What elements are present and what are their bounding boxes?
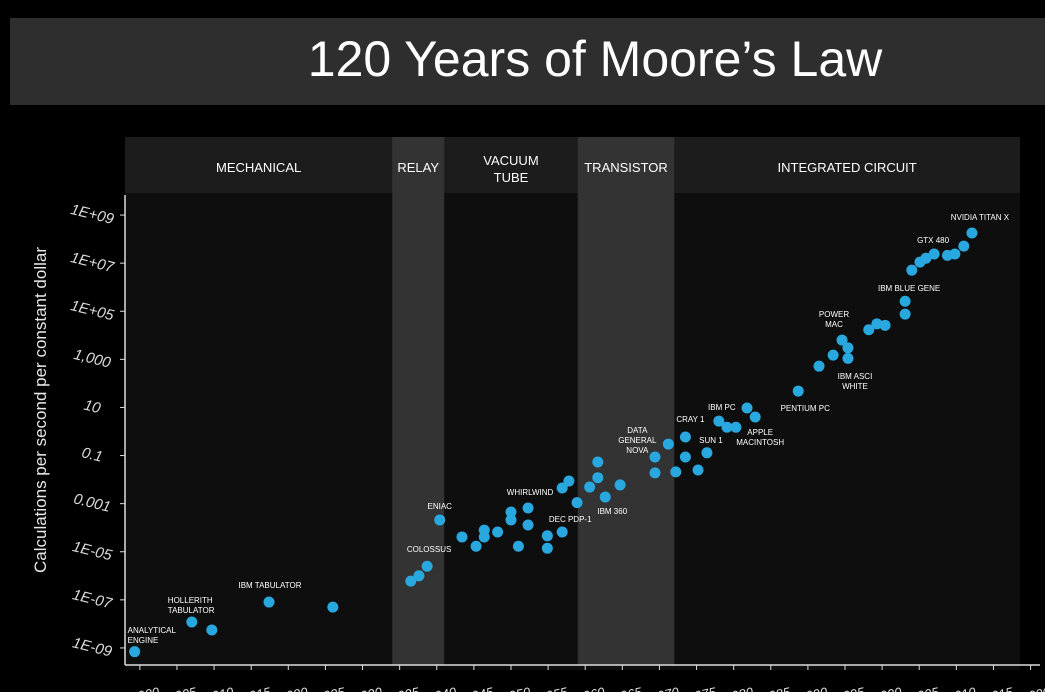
era-band (392, 137, 445, 665)
x-tick-label: 1970 (649, 684, 681, 692)
data-point (792, 385, 804, 397)
data-point (871, 318, 883, 330)
x-tick-label: 1905 (166, 684, 198, 692)
x-tick-label: 1900 (129, 684, 161, 692)
x-tick-label: 1960 (575, 684, 607, 692)
data-point (505, 506, 517, 518)
y-tick-label: 0.1 (80, 444, 104, 466)
data-point (478, 531, 490, 543)
data-point (522, 502, 534, 514)
data-point (899, 295, 911, 307)
data-point (928, 248, 940, 260)
era-header (125, 137, 1020, 193)
data-point (713, 415, 725, 427)
data-point (556, 482, 568, 494)
data-point (592, 472, 604, 484)
x-tick-label: 1980 (723, 684, 755, 692)
data-point (584, 481, 596, 493)
data-point (842, 342, 854, 354)
y-tick-label: 10 (82, 397, 103, 418)
data-point (186, 616, 198, 628)
data-point (592, 456, 604, 468)
plot-area (125, 193, 1020, 670)
data-point (599, 491, 611, 503)
data-point (413, 570, 425, 582)
data-point (899, 308, 911, 320)
data-point (949, 248, 961, 260)
data-point (749, 411, 761, 423)
x-tick-label: 1975 (686, 684, 718, 692)
data-point (456, 531, 468, 543)
era-band (577, 137, 675, 665)
data-point (692, 464, 704, 476)
data-point (701, 447, 713, 459)
data-point (505, 514, 517, 526)
x-tick-label: 1930 (352, 684, 384, 692)
data-point (522, 519, 534, 531)
marks (129, 227, 978, 658)
x-tick-label: 1940 (426, 684, 458, 692)
data-point (492, 526, 504, 538)
eras (392, 137, 675, 665)
x-tick-label: 1995 (834, 684, 866, 692)
data-point (470, 540, 482, 552)
data-point (405, 575, 417, 587)
data-point (679, 451, 691, 463)
x-tick-label: 1925 (315, 684, 347, 692)
x-tick-label: 1910 (203, 684, 235, 692)
x-tick-label: 2000 (871, 684, 904, 692)
data-point (556, 526, 568, 538)
x-tick-label: 1950 (500, 684, 532, 692)
x-tick-label: 1985 (760, 684, 792, 692)
title-band (10, 18, 1045, 105)
x-tick-label: 2005 (908, 684, 941, 692)
x-tick-label: 2015 (982, 684, 1015, 692)
data-point (958, 240, 970, 252)
y-axis-label: Calculations per second per constant dol… (31, 247, 50, 573)
data-point (920, 252, 932, 264)
data-point (842, 352, 854, 364)
data-point (421, 560, 433, 572)
x-tick-label: 1955 (537, 684, 569, 692)
data-point (541, 530, 553, 542)
data-point (670, 466, 682, 478)
data-point (679, 431, 691, 443)
data-point (662, 438, 674, 450)
data-point (827, 349, 839, 361)
data-point (649, 467, 661, 479)
x-tick-label: 1920 (278, 684, 310, 692)
data-point (434, 514, 446, 526)
data-point (966, 227, 978, 239)
data-point (614, 479, 626, 491)
data-point (206, 624, 218, 636)
data-point (906, 264, 918, 276)
x-tick-label: 2010 (945, 684, 978, 692)
x-tick-label: 1915 (241, 684, 273, 692)
data-point (649, 451, 661, 463)
data-point (129, 646, 141, 658)
data-point (741, 402, 753, 414)
x-tick-label: 1935 (389, 684, 421, 692)
data-point (541, 542, 553, 554)
x-tick-label: 1945 (463, 684, 495, 692)
x-tick-label: 1965 (612, 684, 644, 692)
data-point (721, 421, 733, 433)
x-tick-label: 2020 (1019, 684, 1045, 692)
data-point (327, 601, 339, 613)
data-point (879, 319, 891, 331)
data-point (563, 475, 575, 487)
data-point (263, 596, 275, 608)
data-point (730, 421, 742, 433)
data-point (813, 360, 825, 372)
data-point (571, 497, 583, 509)
data-point (863, 324, 875, 336)
data-point (836, 334, 848, 346)
x-tick-label: 1990 (797, 684, 829, 692)
data-point (512, 540, 524, 552)
chart-title: 120 Years of Moore’s Law (308, 31, 883, 87)
